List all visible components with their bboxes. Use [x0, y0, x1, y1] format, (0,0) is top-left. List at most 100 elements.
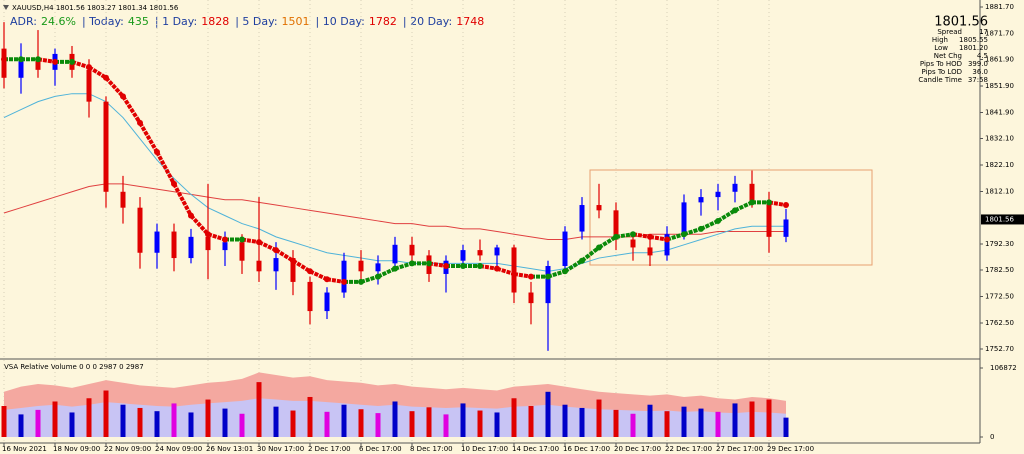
ma-fast-point — [290, 257, 296, 264]
candle-body — [732, 183, 738, 192]
volume-bar — [86, 398, 92, 437]
ma-fast-point — [52, 58, 58, 65]
ma-fast-point — [409, 260, 415, 267]
volume-bar — [613, 409, 619, 437]
candle-body — [171, 231, 177, 259]
info-value: 1805.55 — [959, 36, 988, 44]
ma-fast-segment — [716, 208, 737, 223]
info-value: 1801.20 — [959, 44, 988, 52]
info-label: Candle Time — [918, 76, 962, 84]
candle-body — [698, 197, 704, 203]
candle-body — [749, 183, 755, 203]
ma-fast-point — [477, 263, 483, 270]
adr-value: 1782 — [369, 15, 397, 28]
candle-body — [528, 292, 534, 304]
volume-bar — [409, 411, 415, 437]
candle-body — [375, 263, 381, 272]
ma-fast-point — [69, 58, 75, 65]
volume-bar — [324, 411, 330, 437]
volume-bar — [460, 403, 466, 437]
candle-body — [239, 242, 245, 261]
volume-bar — [52, 401, 58, 437]
ma-fast-point — [18, 56, 24, 63]
candle-body — [545, 266, 551, 304]
volume-bar — [1, 406, 7, 437]
volume-bar — [222, 408, 228, 437]
candle-body — [273, 258, 279, 272]
y-tick-label: 1752.70 — [985, 345, 1014, 353]
volume-bar — [205, 399, 211, 437]
candle-body — [341, 260, 347, 293]
y-tick-label: 1871.70 — [985, 30, 1014, 38]
candle-body — [613, 210, 619, 240]
x-tick-label: 22 Nov 09:00 — [104, 445, 151, 453]
y-tick-label: 1762.50 — [985, 319, 1014, 327]
ma-fast-point — [324, 276, 330, 283]
ma-fast-point — [188, 212, 194, 219]
x-tick-label: 14 Dec 17:00 — [512, 445, 559, 453]
info-label: Spread — [937, 28, 962, 36]
ma-fast-point — [596, 244, 602, 251]
x-tick-label: 6 Dec 17:00 — [359, 445, 402, 453]
ma-fast-segment — [121, 95, 142, 124]
volume-y-tick-label: 106872 — [990, 364, 1017, 372]
volume-bar — [766, 399, 772, 437]
candle-body — [205, 236, 211, 251]
y-tick-label: 1782.50 — [985, 266, 1014, 274]
ma-fast-point — [715, 217, 721, 224]
adr-label: | 1 Day: — [155, 15, 197, 28]
info-value: 399.0 — [968, 60, 988, 68]
ma-fast-point — [494, 265, 500, 272]
volume-bar — [358, 409, 364, 437]
info-value: 36.0 — [972, 68, 988, 76]
y-tick-label: 1841.90 — [985, 109, 1014, 117]
candle-body — [579, 205, 585, 232]
volume-bar — [18, 414, 24, 437]
ma-fast-point — [86, 64, 92, 71]
candle-body — [783, 219, 789, 237]
volume-bar — [562, 404, 568, 437]
ma-fast-segment — [189, 214, 210, 236]
ma-fast-point — [664, 236, 670, 243]
ma-fast-point — [222, 236, 228, 243]
ma-fast-segment — [597, 235, 618, 250]
current-price-box — [981, 214, 1024, 225]
x-tick-label: 20 Dec 17:00 — [614, 445, 661, 453]
ma-slow — [3, 183, 786, 240]
y-tick-label: 1792.30 — [985, 240, 1014, 248]
candle-body — [596, 205, 602, 211]
x-tick-label: 27 Dec 17:00 — [716, 445, 763, 453]
candle-body — [392, 244, 398, 264]
ma-fast-segment — [377, 266, 396, 279]
ma-fast-point — [630, 231, 636, 238]
candle-body — [562, 231, 568, 267]
volume-bar — [137, 407, 143, 437]
info-value: 4.5 — [977, 52, 988, 60]
volume-bar — [732, 403, 738, 437]
ma-fast-point — [256, 239, 262, 246]
adr-value: 435 — [128, 15, 149, 28]
ma-fast-point — [358, 278, 364, 285]
info-label: Pips To HOD — [920, 60, 962, 68]
ma-fast-segment — [291, 259, 312, 274]
adr-value: 1748 — [456, 15, 484, 28]
info-label: High — [932, 36, 948, 44]
candle-body — [409, 244, 415, 256]
ma-fast-point — [273, 247, 279, 254]
ma-fast-point — [783, 202, 789, 209]
volume-bar — [647, 404, 653, 437]
candle-body — [290, 258, 296, 282]
y-tick-label: 1832.10 — [985, 134, 1014, 142]
y-tick-label: 1772.50 — [985, 292, 1014, 300]
ma-fast-point — [341, 278, 347, 285]
ma-fast-point — [154, 149, 160, 156]
volume-bar — [579, 407, 585, 437]
volume-bar — [239, 413, 245, 437]
candle-body — [324, 292, 330, 312]
candle-body — [511, 247, 517, 293]
volume-bar — [749, 401, 755, 437]
candle-body — [103, 101, 109, 192]
volume-bar — [494, 412, 500, 437]
